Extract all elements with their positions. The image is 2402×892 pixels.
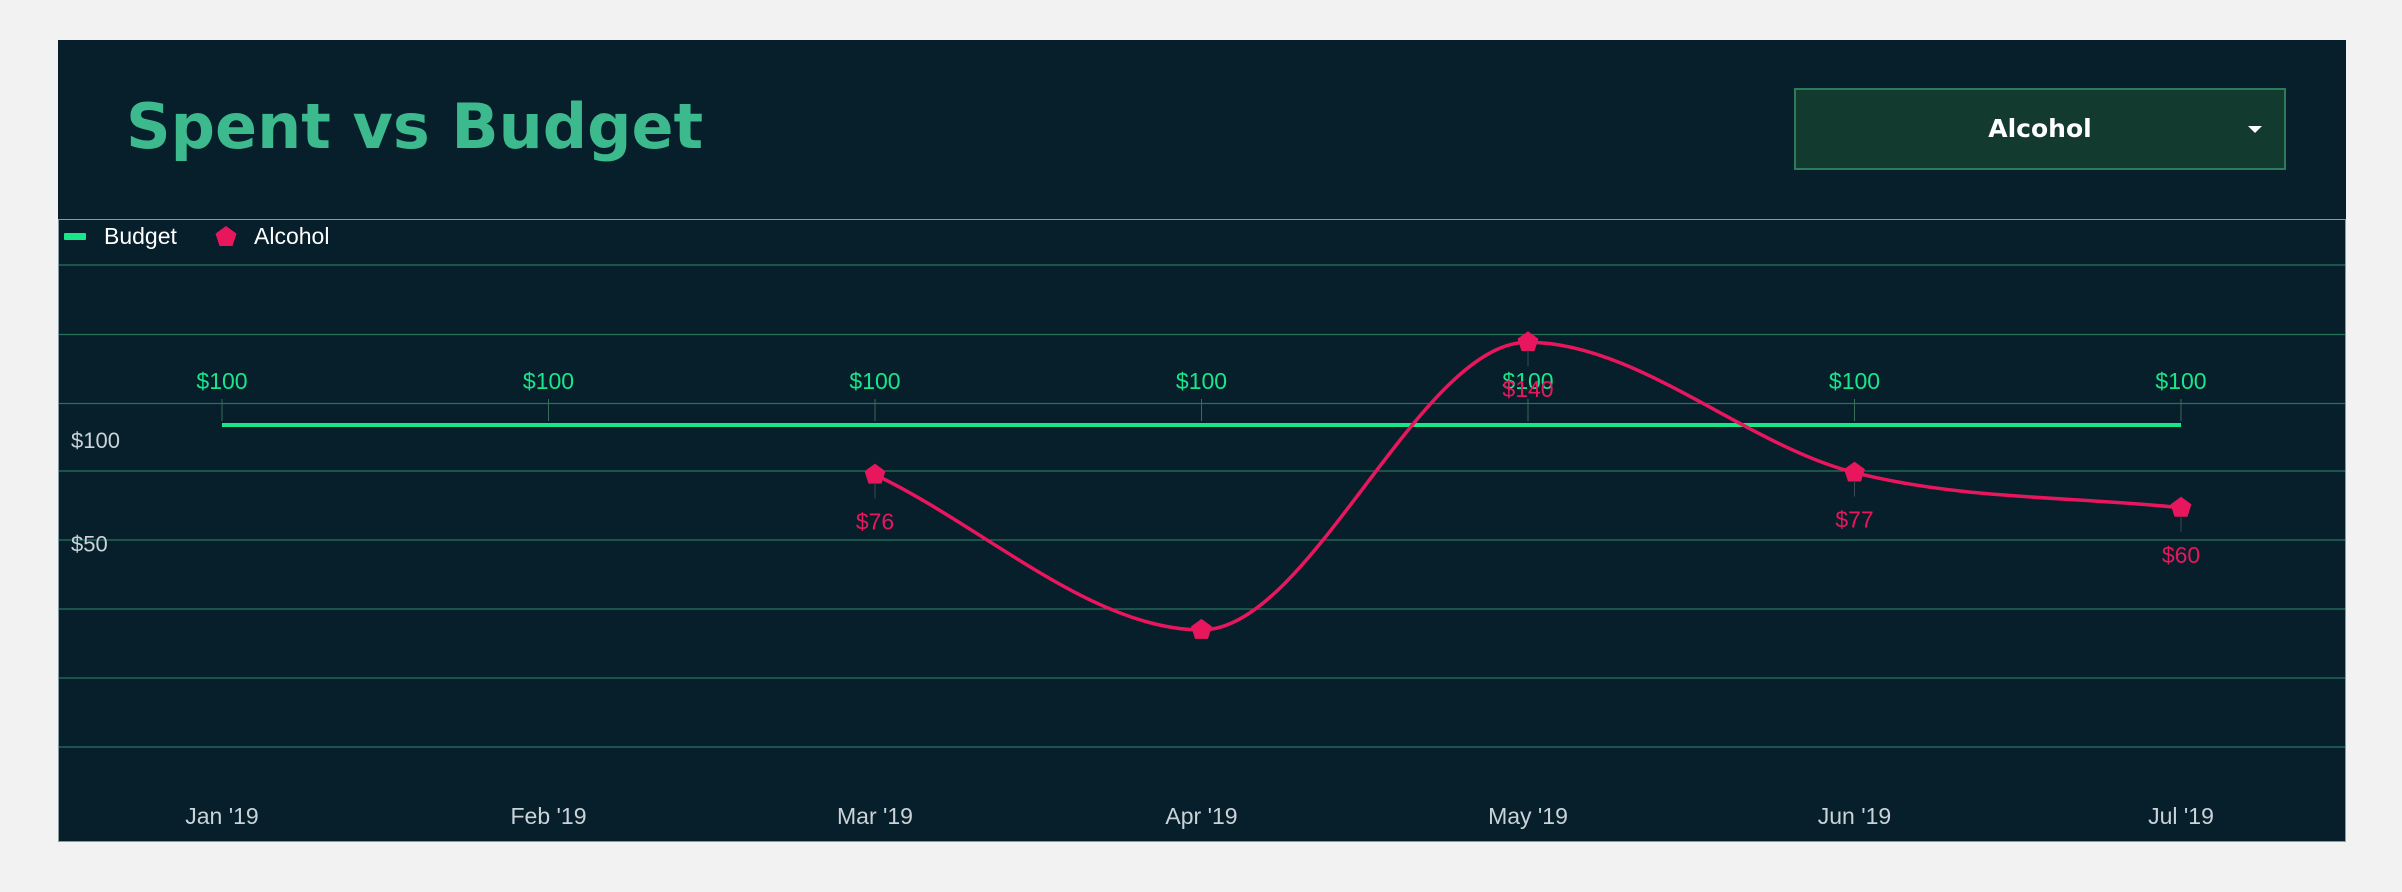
x-tick-label: Feb '19	[511, 803, 587, 829]
data-label: $100	[523, 368, 574, 394]
data-label: $77	[1835, 507, 1873, 533]
legend-budget-label[interactable]: Budget	[104, 223, 178, 249]
data-label: $100	[849, 368, 900, 394]
header: Spent vs Budget Alcohol	[58, 40, 2346, 217]
alcohol-point[interactable]	[2170, 496, 2192, 517]
chart-area: $100 $50 Jan '19 Feb '19 Mar '19 Apr '19 May …	[58, 219, 2346, 842]
alcohol-point[interactable]	[1517, 331, 1539, 352]
series	[222, 331, 2192, 639]
x-tick-label: Jun '19	[1818, 803, 1891, 829]
alcohol-point[interactable]	[1844, 461, 1865, 482]
alcohol-point[interactable]	[864, 463, 886, 484]
x-axis: Jan '19 Feb '19 Mar '19 Apr '19 May '19 Jun '…	[185, 803, 2214, 829]
legend-alcohol-label[interactable]: Alcohol	[254, 223, 329, 249]
data-label: $100	[196, 368, 247, 394]
category-dropdown-value: Alcohol	[1988, 114, 2092, 143]
legend[interactable]: Budget Alcohol	[64, 223, 329, 249]
data-label: $100	[2155, 368, 2206, 394]
dashboard-panel: Spent vs Budget Alcohol $100 $50 Jan '19 F…	[58, 40, 2346, 842]
data-label: $140	[1502, 376, 1553, 402]
data-label: $76	[856, 509, 894, 535]
chevron-down-icon[interactable]	[2248, 126, 2262, 133]
x-tick-label: Apr '19	[1165, 803, 1237, 829]
x-tick-label: Jul '19	[2148, 803, 2214, 829]
x-tick-label: May '19	[1488, 803, 1568, 829]
data-label: $60	[2162, 542, 2200, 568]
data-labels: $100 $100 $100 $100 $100 $100 $100 $76 $140 $77 $6…	[196, 350, 2207, 568]
line-chart: $100 $50 Jan '19 Feb '19 Mar '19 Apr '19 May …	[59, 223, 2345, 829]
data-label: $100	[1502, 368, 1553, 394]
category-dropdown[interactable]: Alcohol	[1794, 88, 2286, 170]
page-title: Spent vs Budget	[126, 90, 704, 163]
alcohol-line	[874, 340, 2182, 632]
y-tick-label: $50	[71, 532, 108, 557]
data-label: $100	[1176, 368, 1227, 394]
legend-budget-swatch	[64, 233, 86, 240]
x-tick-label: Mar '19	[837, 803, 913, 829]
x-tick-label: Jan '19	[185, 803, 258, 829]
y-axis: $100 $50	[71, 428, 120, 557]
alcohol-point[interactable]	[1191, 618, 1212, 639]
legend-alcohol-swatch	[215, 226, 237, 246]
y-tick-label: $100	[71, 428, 120, 453]
data-label: $100	[1829, 368, 1880, 394]
gridlines	[59, 264, 2345, 748]
